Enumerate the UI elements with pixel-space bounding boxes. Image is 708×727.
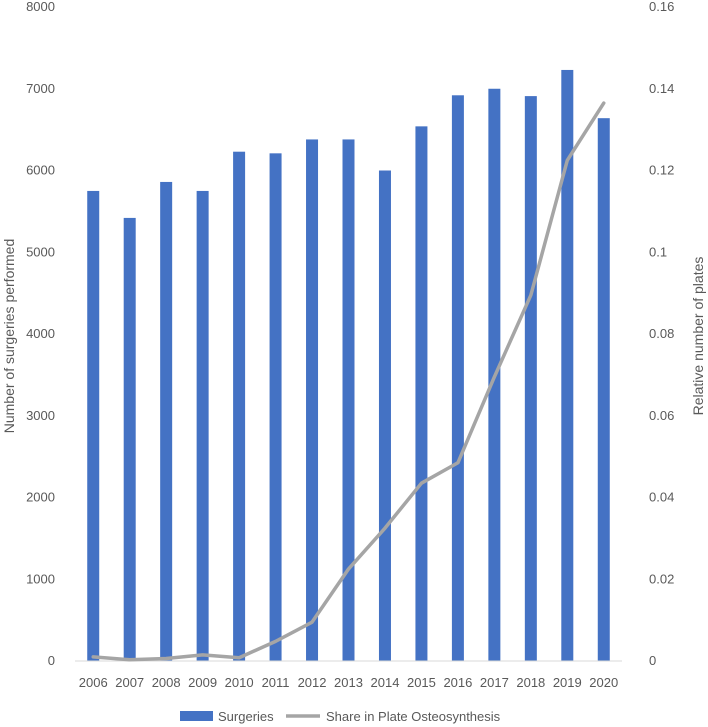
x-axis-ticks: 2006 2007 2008 2009 2010 2011 2012 2013 2014 2015… xyxy=(79,675,618,690)
x-tick-label: 2006 xyxy=(79,675,108,690)
left-axis-title: Number of surgeries performed xyxy=(1,239,17,434)
legend-label-surgeries: Surgeries xyxy=(218,709,274,724)
right-tick-label: 0.1 xyxy=(649,244,667,259)
left-tick-label: 5000 xyxy=(26,244,55,259)
x-tick-label: 2019 xyxy=(553,675,582,690)
left-tick-label: 1000 xyxy=(26,571,55,586)
right-tick-label: 0.02 xyxy=(649,571,674,586)
x-tick-label: 2012 xyxy=(298,675,327,690)
left-tick-label: 8000 xyxy=(26,0,55,14)
right-tick-label: 0.08 xyxy=(649,326,674,341)
bar-surgeries xyxy=(269,153,282,661)
bar-surgeries xyxy=(415,126,428,662)
x-tick-label: 2020 xyxy=(589,675,618,690)
left-tick-label: 2000 xyxy=(26,490,55,505)
bar-surgeries xyxy=(233,151,246,661)
bar-surgeries xyxy=(597,118,610,662)
bar-surgeries xyxy=(378,170,391,661)
right-tick-label: 0.14 xyxy=(649,81,674,96)
right-tick-label: 0 xyxy=(649,653,656,668)
x-tick-label: 2017 xyxy=(480,675,509,690)
x-tick-label: 2007 xyxy=(115,675,144,690)
right-tick-label: 0.04 xyxy=(649,490,674,505)
right-axis-title: Relative number of plates xyxy=(690,257,706,416)
bar-surgeries xyxy=(196,190,209,661)
left-tick-label: 7000 xyxy=(26,81,55,96)
left-axis-ticks: 0 1000 2000 3000 4000 5000 6000 7000 8000 xyxy=(26,0,55,668)
x-tick-label: 2015 xyxy=(407,675,436,690)
left-tick-label: 3000 xyxy=(26,408,55,423)
bar-surgeries xyxy=(160,181,173,661)
left-tick-label: 0 xyxy=(48,653,55,668)
bar-surgeries xyxy=(123,217,136,662)
legend-swatch-surgeries xyxy=(180,711,213,721)
x-tick-label: 2018 xyxy=(516,675,545,690)
x-tick-label: 2013 xyxy=(334,675,363,690)
x-tick-label: 2008 xyxy=(152,675,181,690)
right-tick-label: 0.16 xyxy=(649,0,674,14)
bar-surgeries xyxy=(451,95,464,662)
right-tick-label: 0.06 xyxy=(649,408,674,423)
bar-surgeries xyxy=(342,139,355,661)
legend-label-share: Share in Plate Osteosynthesis xyxy=(326,709,501,724)
bar-surgeries xyxy=(306,139,319,661)
left-tick-label: 6000 xyxy=(26,163,55,178)
bar-surgeries xyxy=(524,96,537,662)
legend: Surgeries Share in Plate Osteosynthesis xyxy=(180,709,501,724)
x-tick-label: 2011 xyxy=(262,675,290,690)
x-tick-label: 2010 xyxy=(225,675,254,690)
x-tick-label: 2016 xyxy=(443,675,472,690)
bar-surgeries xyxy=(561,69,574,661)
x-tick-label: 2009 xyxy=(188,675,217,690)
right-tick-label: 0.12 xyxy=(649,163,674,178)
bar-surgeries xyxy=(87,190,100,661)
share-line-series xyxy=(91,101,606,662)
x-tick-label: 2014 xyxy=(371,675,400,690)
surgeries-bars xyxy=(87,69,610,662)
right-axis-ticks: 0 0.02 0.04 0.06 0.08 0.1 0.12 0.14 0.16 xyxy=(649,0,674,668)
left-tick-label: 4000 xyxy=(26,326,55,341)
